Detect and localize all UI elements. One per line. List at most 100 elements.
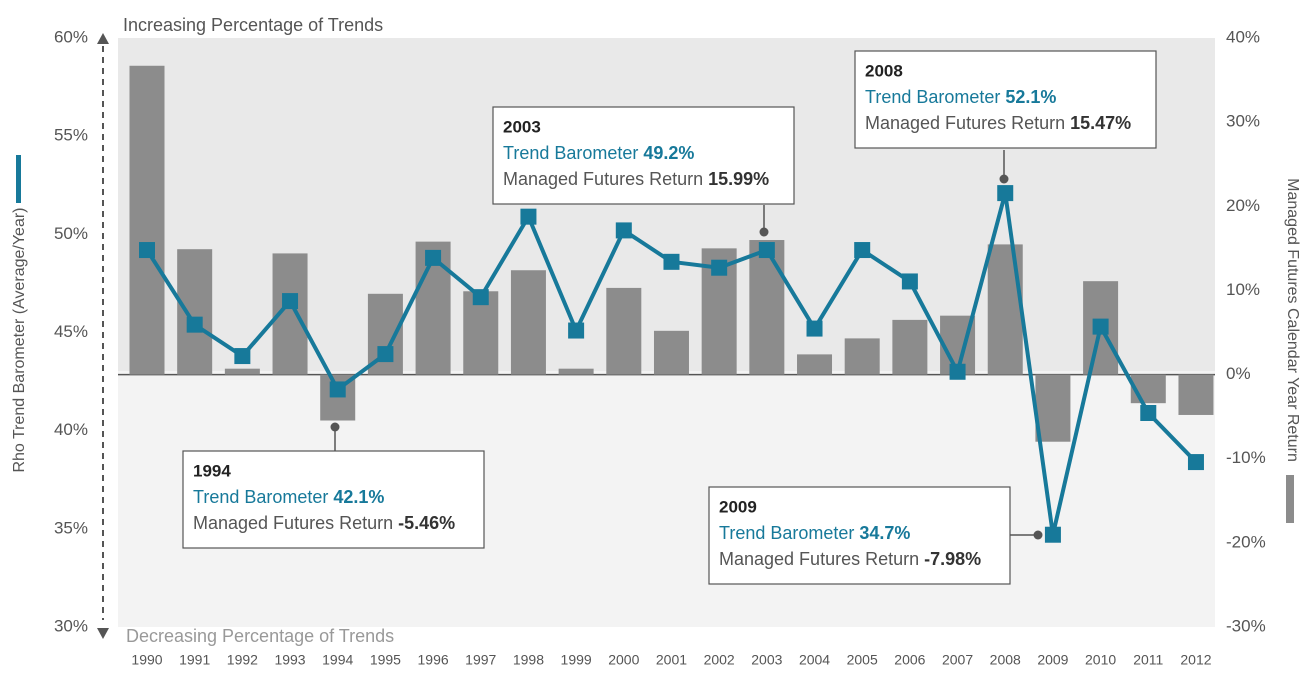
bar [653, 330, 689, 375]
bar [224, 368, 260, 375]
annotation-line: Managed Futures Return -5.46% [193, 513, 455, 533]
annotation-title: 2009 [719, 497, 757, 516]
y-axis-label: Rho Trend Barometer (Average/Year) [11, 207, 28, 472]
marker [1140, 404, 1157, 421]
x-tick-label: 2011 [1133, 652, 1163, 668]
bar [606, 287, 642, 375]
x-tick-label: 2003 [751, 652, 782, 668]
bar [129, 65, 165, 375]
x-tick-label: 1995 [370, 652, 401, 668]
annotation-value: -7.98% [924, 549, 981, 569]
annotation-line: Trend Barometer 49.2% [503, 143, 694, 163]
y2-tick-label: -20% [1226, 532, 1266, 551]
marker [472, 289, 489, 306]
annotation-value: 34.7% [859, 523, 910, 543]
marker [1092, 318, 1109, 335]
annotation-label: Trend Barometer [193, 487, 328, 507]
y2-tick-label: 0% [1226, 364, 1251, 383]
y-tick-label: 40% [54, 420, 88, 439]
x-tick-label: 1990 [131, 652, 162, 668]
annotation-value: 15.47% [1070, 113, 1131, 133]
marker [854, 242, 871, 259]
connector-dot [759, 227, 769, 237]
annotation-box [854, 50, 1157, 149]
marker [806, 320, 823, 337]
arrow-up [97, 33, 109, 44]
annotation-value: -5.46% [398, 513, 455, 533]
bar [749, 240, 785, 375]
marker [615, 222, 632, 239]
bar [892, 319, 928, 375]
arrow-down [97, 628, 109, 639]
connector-dot [1033, 530, 1043, 540]
marker [711, 259, 728, 276]
annotation-title: 2003 [503, 117, 541, 136]
marker [186, 316, 203, 333]
bar [510, 270, 546, 375]
x-tick-label: 2009 [1037, 652, 1068, 668]
x-tick-label: 2002 [704, 652, 735, 668]
bar [177, 249, 213, 375]
annotation-line: Trend Barometer 42.1% [193, 487, 384, 507]
x-tick-label: 2006 [894, 652, 925, 668]
annotation-box [492, 106, 795, 205]
bar [844, 338, 880, 375]
bottom-note: Decreasing Percentage of Trends [126, 626, 394, 646]
y2-tick-label: 40% [1226, 27, 1260, 46]
marker [139, 242, 155, 259]
annotation-line: Managed Futures Return 15.99% [503, 169, 769, 189]
marker [758, 242, 775, 259]
x-tick-label: 2000 [608, 652, 639, 668]
marker [282, 293, 299, 310]
x-tick-label: 1993 [274, 652, 305, 668]
x-tick-label: 2004 [799, 652, 830, 668]
y2-tick-label: -10% [1226, 448, 1266, 467]
annotation-label: Trend Barometer [865, 87, 1000, 107]
annotation-box [182, 450, 485, 549]
x-tick-label: 1998 [513, 652, 544, 668]
annotation-title: 1994 [193, 461, 231, 480]
y-tick-label: 35% [54, 518, 88, 537]
y-tick-label: 30% [54, 616, 88, 635]
x-tick-label: 1992 [227, 652, 258, 668]
x-tick-label: 1994 [322, 652, 353, 668]
annotation-label: Managed Futures Return [503, 169, 703, 189]
top-note: Increasing Percentage of Trends [123, 15, 383, 35]
x-tick-label: 2008 [990, 652, 1021, 668]
x-tick-label: 1991 [179, 652, 210, 668]
marker [901, 273, 918, 290]
connector-dot [330, 422, 340, 432]
annotation-value: 15.99% [708, 169, 769, 189]
bar [987, 244, 1023, 375]
y-tick-label: 60% [54, 27, 88, 46]
marker [425, 249, 442, 266]
y2-tick-label: 30% [1226, 112, 1260, 131]
marker [234, 348, 251, 365]
x-tick-label: 2005 [847, 652, 878, 668]
annotation-label: Managed Futures Return [193, 513, 393, 533]
x-tick-label: 2010 [1085, 652, 1116, 668]
y-tick-label: 50% [54, 224, 88, 243]
annotation-value: 42.1% [333, 487, 384, 507]
x-tick-label: 2001 [656, 652, 687, 668]
annotation-value: 49.2% [643, 143, 694, 163]
marker [377, 346, 394, 363]
annotation-line: Trend Barometer 34.7% [719, 523, 910, 543]
x-tick-label: 1997 [465, 652, 496, 668]
annotation-box [708, 486, 1011, 585]
y-tick-label: 45% [54, 322, 88, 341]
annotation-value: 52.1% [1005, 87, 1056, 107]
marker [997, 185, 1014, 202]
y2-tick-label: 10% [1226, 280, 1260, 299]
marker [329, 381, 346, 398]
x-tick-label: 1996 [418, 652, 449, 668]
annotation-line: Managed Futures Return -7.98% [719, 549, 981, 569]
x-tick-label: 2007 [942, 652, 973, 668]
marker [568, 322, 585, 339]
bar [558, 368, 594, 375]
bar [797, 354, 833, 375]
marker [949, 363, 966, 380]
annotation-label: Trend Barometer [719, 523, 854, 543]
y-tick-label: 55% [54, 126, 88, 145]
marker [1187, 454, 1204, 471]
